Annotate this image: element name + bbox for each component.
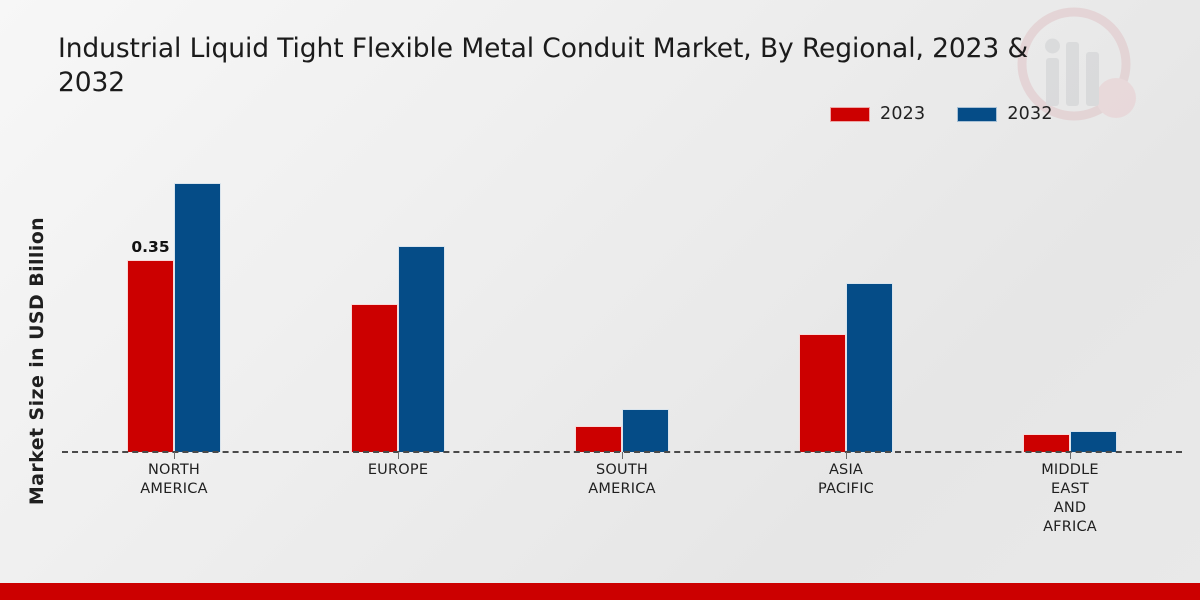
x-axis-label-line: NORTH bbox=[147, 462, 201, 478]
x-axis-category-label: EUROPE bbox=[298, 461, 498, 480]
bar-group bbox=[1023, 150, 1117, 452]
bar-2023[interactable]: 0.35 bbox=[127, 238, 174, 452]
axis-tick bbox=[622, 452, 623, 459]
bar-2032[interactable] bbox=[174, 182, 221, 452]
x-axis-category-label: SOUTH AMERICA bbox=[522, 461, 722, 499]
bar-2032[interactable] bbox=[398, 246, 445, 452]
bar-2032[interactable] bbox=[622, 409, 669, 452]
bar-2032[interactable] bbox=[1070, 430, 1117, 452]
legend-label-2023: 2023 bbox=[880, 104, 926, 124]
bar-group bbox=[799, 150, 893, 452]
axis-tick bbox=[174, 452, 175, 459]
x-axis-label-line: MIDDLE bbox=[1041, 462, 1099, 478]
x-axis-category-label: ASIA PACIFIC bbox=[746, 461, 946, 499]
footer-accent-bar bbox=[0, 583, 1200, 600]
legend-item-2032[interactable]: 2032 bbox=[957, 104, 1052, 124]
x-axis-label-line: EAST bbox=[1051, 481, 1089, 498]
bar-group: 0.35 bbox=[127, 150, 221, 452]
x-axis-label-line: EUROPE bbox=[367, 462, 429, 478]
bar-2023[interactable] bbox=[1023, 433, 1070, 452]
axis-tick bbox=[1070, 452, 1071, 459]
page-title: Industrial Liquid Tight Flexible Metal C… bbox=[58, 33, 1029, 98]
plot-area: 0.35 bbox=[62, 150, 1182, 452]
bar-group bbox=[351, 150, 445, 452]
legend-item-2023[interactable]: 2023 bbox=[830, 104, 925, 124]
chart-legend: 2023 2032 bbox=[830, 104, 1053, 124]
bar-2023[interactable] bbox=[575, 426, 622, 452]
x-axis-label-line: AMERICA bbox=[140, 481, 208, 498]
legend-label-2032: 2032 bbox=[1007, 104, 1053, 124]
x-axis-label-line: AMERICA bbox=[588, 481, 656, 498]
legend-swatch-2032 bbox=[957, 106, 998, 122]
axis-tick bbox=[398, 452, 399, 459]
y-axis-title: Market Size in USD Billion bbox=[26, 216, 48, 506]
x-axis-label-line: ASIA bbox=[828, 462, 864, 478]
bar-2023[interactable] bbox=[351, 303, 398, 452]
x-axis-label-line: AFRICA bbox=[1043, 519, 1097, 536]
axis-tick bbox=[846, 452, 847, 459]
bar-2032[interactable] bbox=[846, 282, 893, 452]
bar-group bbox=[575, 150, 669, 452]
x-axis-label-line: AND bbox=[1053, 500, 1087, 517]
x-axis-category-label: NORTH AMERICA bbox=[74, 461, 274, 499]
x-axis-category-label: MIDDLE EAST AND AFRICA bbox=[970, 461, 1170, 538]
legend-swatch-2023 bbox=[830, 106, 870, 122]
x-axis-label-line: SOUTH bbox=[596, 462, 648, 478]
x-axis-label-line: PACIFIC bbox=[817, 481, 875, 498]
bar-value-label: 0.35 bbox=[131, 237, 170, 256]
bar-2023[interactable] bbox=[799, 333, 846, 452]
